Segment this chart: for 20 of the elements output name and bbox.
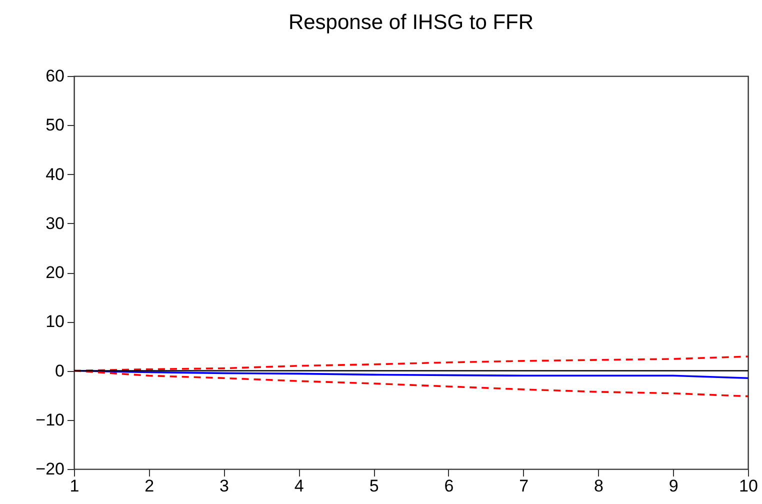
x-tick-label: 2	[144, 476, 154, 496]
x-tick-label: 1	[70, 476, 80, 496]
x-tick-label: 5	[369, 476, 379, 496]
y-tick-label: 30	[46, 214, 64, 233]
y-tick-label: −10	[36, 410, 64, 430]
x-tick-label: 3	[220, 476, 230, 496]
y-tick-label: 20	[46, 263, 64, 282]
x-tick-label: 9	[668, 476, 678, 496]
x-tick-label: 10	[739, 476, 758, 496]
y-tick-label: 10	[46, 312, 64, 332]
y-tick-label: 0	[55, 361, 64, 380]
y-tick-label: 50	[46, 116, 64, 135]
x-tick-label: 7	[519, 476, 529, 496]
x-tick-label: 8	[594, 476, 604, 496]
y-tick-label: 60	[46, 66, 64, 86]
y-tick-label: 40	[46, 164, 64, 184]
x-tick-label: 4	[294, 476, 304, 496]
x-tick-label: 6	[444, 476, 454, 496]
chart-title: Response of IHSG to FFR	[288, 11, 534, 34]
y-tick-label: −20	[36, 460, 64, 478]
